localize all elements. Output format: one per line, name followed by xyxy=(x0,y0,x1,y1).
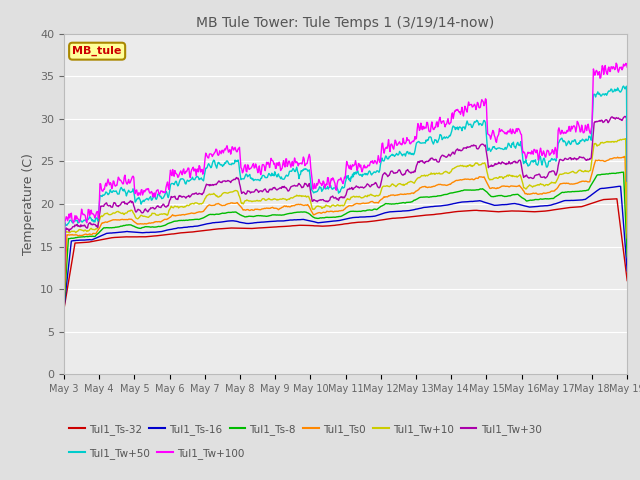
Tul1_Ts-8 xyxy=(60,303,68,309)
Line: Tul1_Ts-32: Tul1_Ts-32 xyxy=(64,199,627,309)
Y-axis label: Temperature (C): Temperature (C) xyxy=(22,153,35,255)
Tul1_Tw+50 xyxy=(126,189,134,195)
Tul1_Tw+100 xyxy=(60,294,68,300)
Tul1_Ts-16 xyxy=(615,183,623,189)
Line: Tul1_Tw+30: Tul1_Tw+30 xyxy=(64,116,627,301)
Tul1_Ts-8 xyxy=(623,253,631,259)
Tul1_Tw+10 xyxy=(126,208,134,214)
Tul1_Ts-16 xyxy=(258,219,266,225)
Tul1_Tw+30 xyxy=(621,113,629,119)
Tul1_Tw+30 xyxy=(623,178,631,184)
Tul1_Ts0 xyxy=(279,204,287,210)
Tul1_Tw+50 xyxy=(623,179,631,184)
Tul1_Ts0 xyxy=(623,235,631,241)
Tul1_Tw+100 xyxy=(279,161,287,167)
Tul1_Ts-8 xyxy=(404,200,412,205)
Title: MB Tule Tower: Tule Temps 1 (3/19/14-now): MB Tule Tower: Tule Temps 1 (3/19/14-now… xyxy=(196,16,495,30)
Tul1_Tw+30 xyxy=(230,177,237,182)
Tul1_Tw+100 xyxy=(623,64,631,70)
Line: Tul1_Ts0: Tul1_Ts0 xyxy=(64,156,627,305)
Tul1_Tw+30 xyxy=(60,299,68,304)
Tul1_Ts-32 xyxy=(404,214,412,220)
Tul1_Ts-32 xyxy=(613,196,621,202)
Tul1_Ts0 xyxy=(620,154,628,159)
Tul1_Tw+10 xyxy=(230,189,237,194)
Line: Tul1_Tw+100: Tul1_Tw+100 xyxy=(64,63,627,297)
Tul1_Ts0 xyxy=(230,200,237,206)
Tul1_Ts-16 xyxy=(279,218,287,224)
Tul1_Tw+50 xyxy=(230,161,237,167)
Tul1_Ts-16 xyxy=(126,229,134,235)
Tul1_Tw+100 xyxy=(612,60,620,66)
Tul1_Tw+30 xyxy=(279,184,287,190)
Tul1_Tw+100 xyxy=(230,147,237,153)
Tul1_Ts-32 xyxy=(435,211,443,217)
Tul1_Tw+30 xyxy=(404,167,412,172)
Tul1_Tw+50 xyxy=(60,269,68,275)
Tul1_Ts0 xyxy=(258,206,266,212)
Tul1_Tw+10 xyxy=(623,230,631,236)
Tul1_Ts-8 xyxy=(126,222,134,228)
Tul1_Ts-32 xyxy=(60,306,68,312)
Tul1_Ts0 xyxy=(126,216,134,222)
Tul1_Tw+30 xyxy=(435,159,443,165)
Tul1_Ts-8 xyxy=(230,209,237,215)
Line: Tul1_Ts-8: Tul1_Ts-8 xyxy=(64,172,627,306)
Tul1_Tw+100 xyxy=(404,137,412,143)
Tul1_Tw+10 xyxy=(258,197,266,203)
Tul1_Tw+50 xyxy=(404,149,412,155)
Tul1_Ts-32 xyxy=(230,225,237,231)
Tul1_Tw+100 xyxy=(126,180,134,186)
Tul1_Tw+10 xyxy=(404,180,412,186)
Tul1_Ts-16 xyxy=(60,305,68,311)
Tul1_Tw+100 xyxy=(258,168,266,173)
Tul1_Ts0 xyxy=(435,182,443,188)
Tul1_Ts0 xyxy=(404,191,412,197)
Tul1_Tw+30 xyxy=(126,198,134,204)
Tul1_Tw+10 xyxy=(60,286,68,292)
Tul1_Ts-16 xyxy=(435,203,443,209)
Tul1_Tw+10 xyxy=(622,136,630,142)
Tul1_Ts-16 xyxy=(623,268,631,274)
Tul1_Tw+10 xyxy=(435,170,443,176)
Tul1_Ts-32 xyxy=(279,224,287,229)
Line: Tul1_Tw+50: Tul1_Tw+50 xyxy=(64,86,627,272)
Text: MB_tule: MB_tule xyxy=(72,46,122,56)
Line: Tul1_Ts-16: Tul1_Ts-16 xyxy=(64,186,627,308)
Tul1_Tw+30 xyxy=(258,188,266,194)
Tul1_Tw+50 xyxy=(620,83,627,89)
Tul1_Ts-32 xyxy=(623,278,631,284)
Tul1_Ts-16 xyxy=(404,208,412,214)
Legend: Tul1_Tw+50, Tul1_Tw+100: Tul1_Tw+50, Tul1_Tw+100 xyxy=(69,448,244,459)
Tul1_Ts-8 xyxy=(620,169,627,175)
Tul1_Tw+50 xyxy=(279,176,287,182)
Tul1_Ts-8 xyxy=(435,193,443,199)
Line: Tul1_Tw+10: Tul1_Tw+10 xyxy=(64,139,627,289)
Tul1_Ts-8 xyxy=(258,213,266,219)
Tul1_Ts-32 xyxy=(126,234,134,240)
Tul1_Ts0 xyxy=(60,302,68,308)
Tul1_Tw+10 xyxy=(279,196,287,202)
Tul1_Tw+50 xyxy=(258,176,266,181)
Tul1_Ts-32 xyxy=(258,225,266,231)
Tul1_Ts-8 xyxy=(279,212,287,218)
Tul1_Ts-16 xyxy=(230,218,237,224)
Tul1_Tw+50 xyxy=(435,135,443,141)
Tul1_Tw+100 xyxy=(435,117,443,122)
